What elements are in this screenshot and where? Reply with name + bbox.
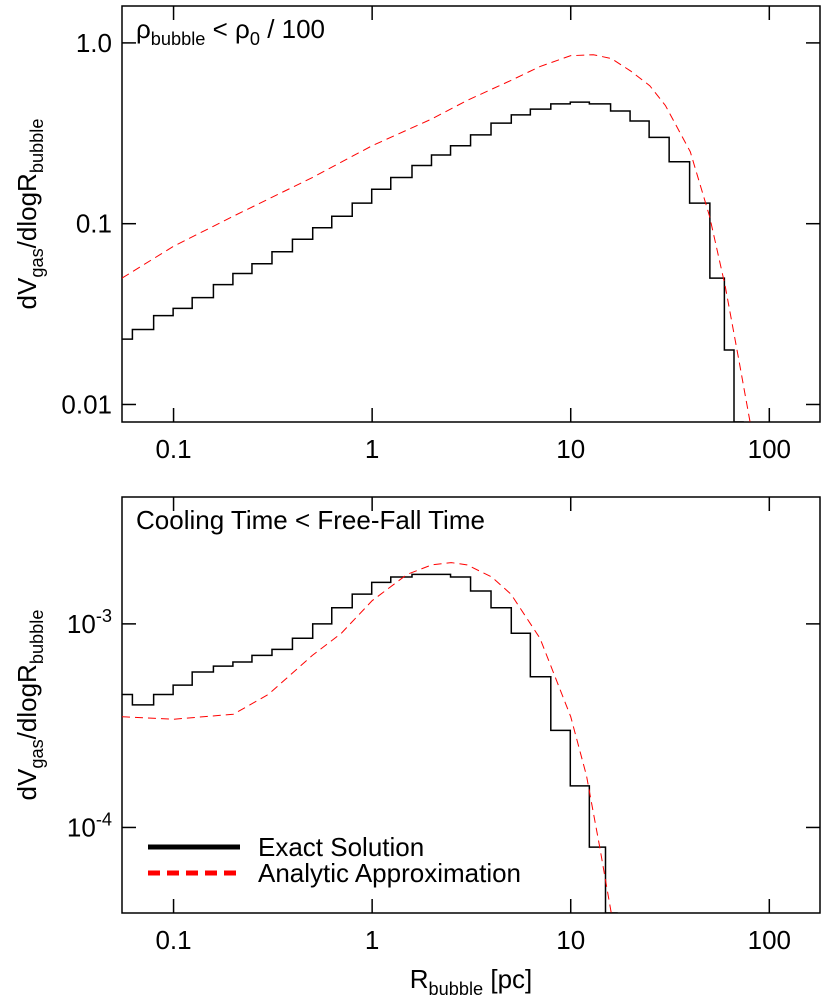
y-axis-label: dVgas/dlogRbubble xyxy=(12,119,47,310)
series-line xyxy=(122,573,618,913)
panel-annotation: ρbubble < ρ0 / 100 xyxy=(136,14,325,49)
plot-area xyxy=(122,54,751,422)
panel-annotation: Cooling Time < Free-Fall Time xyxy=(136,505,485,535)
x-tick-label: 100 xyxy=(748,434,791,464)
series-line xyxy=(122,54,751,422)
x-tick-label: 1 xyxy=(365,925,379,955)
plot-frame xyxy=(121,496,821,914)
y-tick-label: 10-3 xyxy=(67,606,112,639)
series-line xyxy=(122,562,612,913)
x-tick-label: 0.1 xyxy=(155,925,191,955)
x-tick-label: 10 xyxy=(556,434,585,464)
x-tick-label: 1 xyxy=(365,434,379,464)
legend-label: Exact Solution xyxy=(258,832,424,862)
x-axis-label: Rbubble [pc] xyxy=(410,964,533,999)
x-tick-label: 10 xyxy=(556,925,585,955)
legend-label: Analytic Approximation xyxy=(258,858,521,888)
y-tick-label: 10-4 xyxy=(67,809,112,842)
plot-frame xyxy=(121,5,821,423)
y-tick-label: 1.0 xyxy=(76,28,112,58)
y-tick-label: 0.1 xyxy=(76,209,112,239)
x-tick-label: 0.1 xyxy=(155,434,191,464)
x-tick-label: 100 xyxy=(748,925,791,955)
plot-area xyxy=(122,562,618,913)
series-line xyxy=(122,101,744,422)
y-tick-label: 0.01 xyxy=(61,389,112,419)
y-axis-label: dVgas/dlogRbubble xyxy=(12,610,47,801)
